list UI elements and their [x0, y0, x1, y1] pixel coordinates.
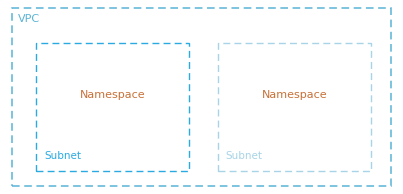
Text: Namespace: Namespace: [262, 90, 327, 100]
Text: VPC: VPC: [18, 14, 40, 24]
Text: Subnet: Subnet: [44, 151, 81, 161]
Text: Subnet: Subnet: [226, 151, 263, 161]
Text: Namespace: Namespace: [80, 90, 145, 100]
